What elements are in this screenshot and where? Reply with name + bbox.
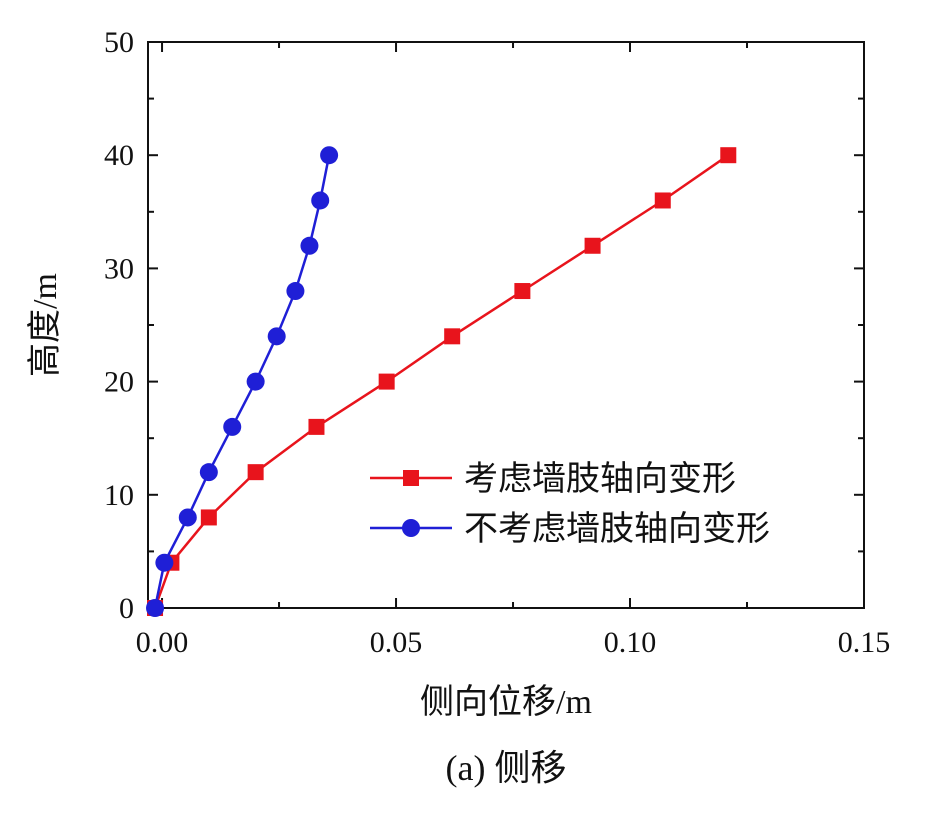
data-point (720, 147, 737, 164)
y-tick-label: 30 (104, 252, 134, 285)
legend-item: 考虑墙肢轴向变形 (370, 460, 736, 498)
data-point (178, 508, 197, 527)
y-tick-label: 50 (104, 26, 134, 59)
y-tick-label: 0 (119, 592, 134, 625)
data-point (267, 327, 286, 346)
data-point (247, 464, 264, 481)
data-point (320, 146, 339, 165)
x-tick-label: 0.10 (604, 626, 657, 659)
data-point (584, 237, 601, 254)
data-point (199, 463, 218, 482)
legend-label: 考虑墙肢轴向变形 (464, 460, 736, 498)
y-tick-label: 10 (104, 479, 134, 512)
data-point (223, 417, 242, 436)
data-point (654, 192, 671, 209)
data-point (300, 236, 319, 255)
y-tick-label: 40 (104, 139, 134, 172)
data-point (311, 191, 330, 210)
data-point (200, 509, 217, 526)
series-line (153, 154, 331, 609)
legend-marker (403, 470, 419, 486)
y-axis-ticks: 0 10 20 30 40 50 (104, 26, 864, 625)
y-tick-label: 20 (104, 366, 134, 399)
data-point (286, 282, 305, 301)
x-tick-label: 0.00 (136, 626, 189, 659)
x-axis-ticks: 0.00 0.05 0.10 0.15 (136, 42, 890, 659)
x-tick-label: 0.05 (370, 626, 423, 659)
x-axis-title: 侧向位移/m (420, 683, 592, 721)
data-point (246, 372, 265, 391)
series-layer (146, 146, 737, 617)
data-point (514, 283, 531, 300)
legend-label: 不考虑墙肢轴向变形 (464, 510, 770, 548)
data-point (444, 328, 461, 345)
data-point (155, 553, 174, 572)
figure-caption: (a) 侧移 (446, 748, 567, 788)
x-tick-label: 0.15 (838, 626, 891, 659)
data-point (308, 418, 325, 435)
legend-item: 不考虑墙肢轴向变形 (370, 510, 770, 548)
y-axis-title: 高度/m (26, 273, 64, 377)
series-2 (146, 146, 339, 617)
legend-marker (402, 519, 420, 537)
data-point (378, 373, 395, 390)
data-point (146, 599, 165, 617)
